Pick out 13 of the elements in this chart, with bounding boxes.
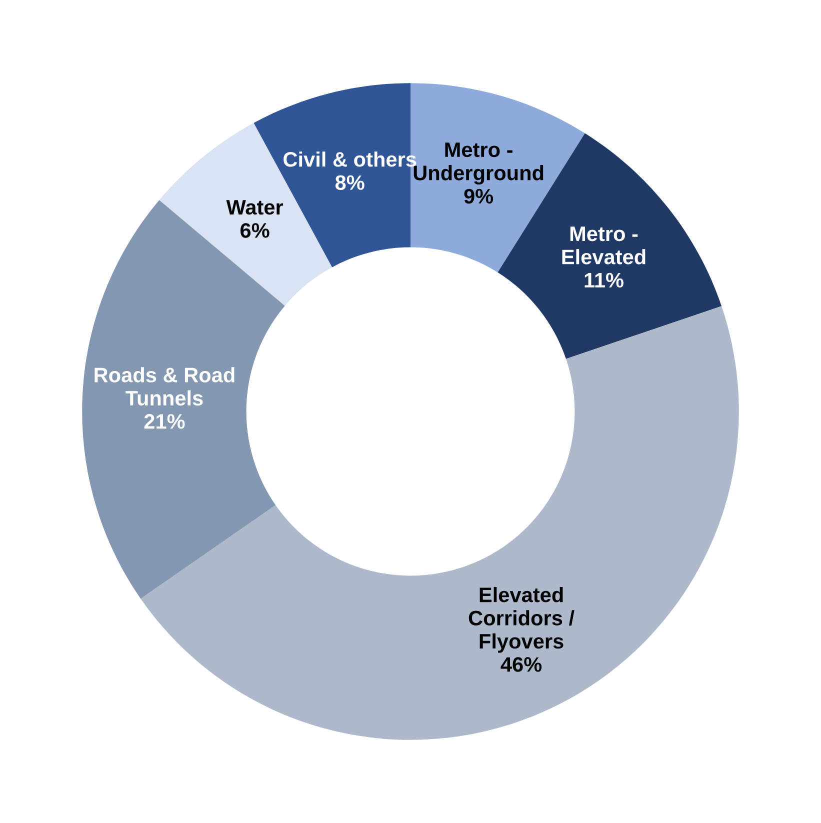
donut-slice <box>82 200 285 599</box>
data-label: 9% <box>464 188 494 204</box>
data-label: 21% <box>144 414 185 429</box>
data-label: 46% <box>500 657 542 672</box>
slice-label: Metro - Elevated <box>562 226 646 264</box>
data-label: 11% <box>584 272 624 288</box>
data-label: 8% <box>335 175 364 190</box>
slice-label: Water <box>226 200 284 215</box>
slice-label: Elevated Corridors / Flyovers <box>468 586 574 653</box>
donut-slice <box>159 122 332 306</box>
slice-label: Roads & Road Tunnels <box>94 367 234 406</box>
data-label: 6% <box>240 223 270 238</box>
slice-label: Civil & others <box>284 151 416 167</box>
